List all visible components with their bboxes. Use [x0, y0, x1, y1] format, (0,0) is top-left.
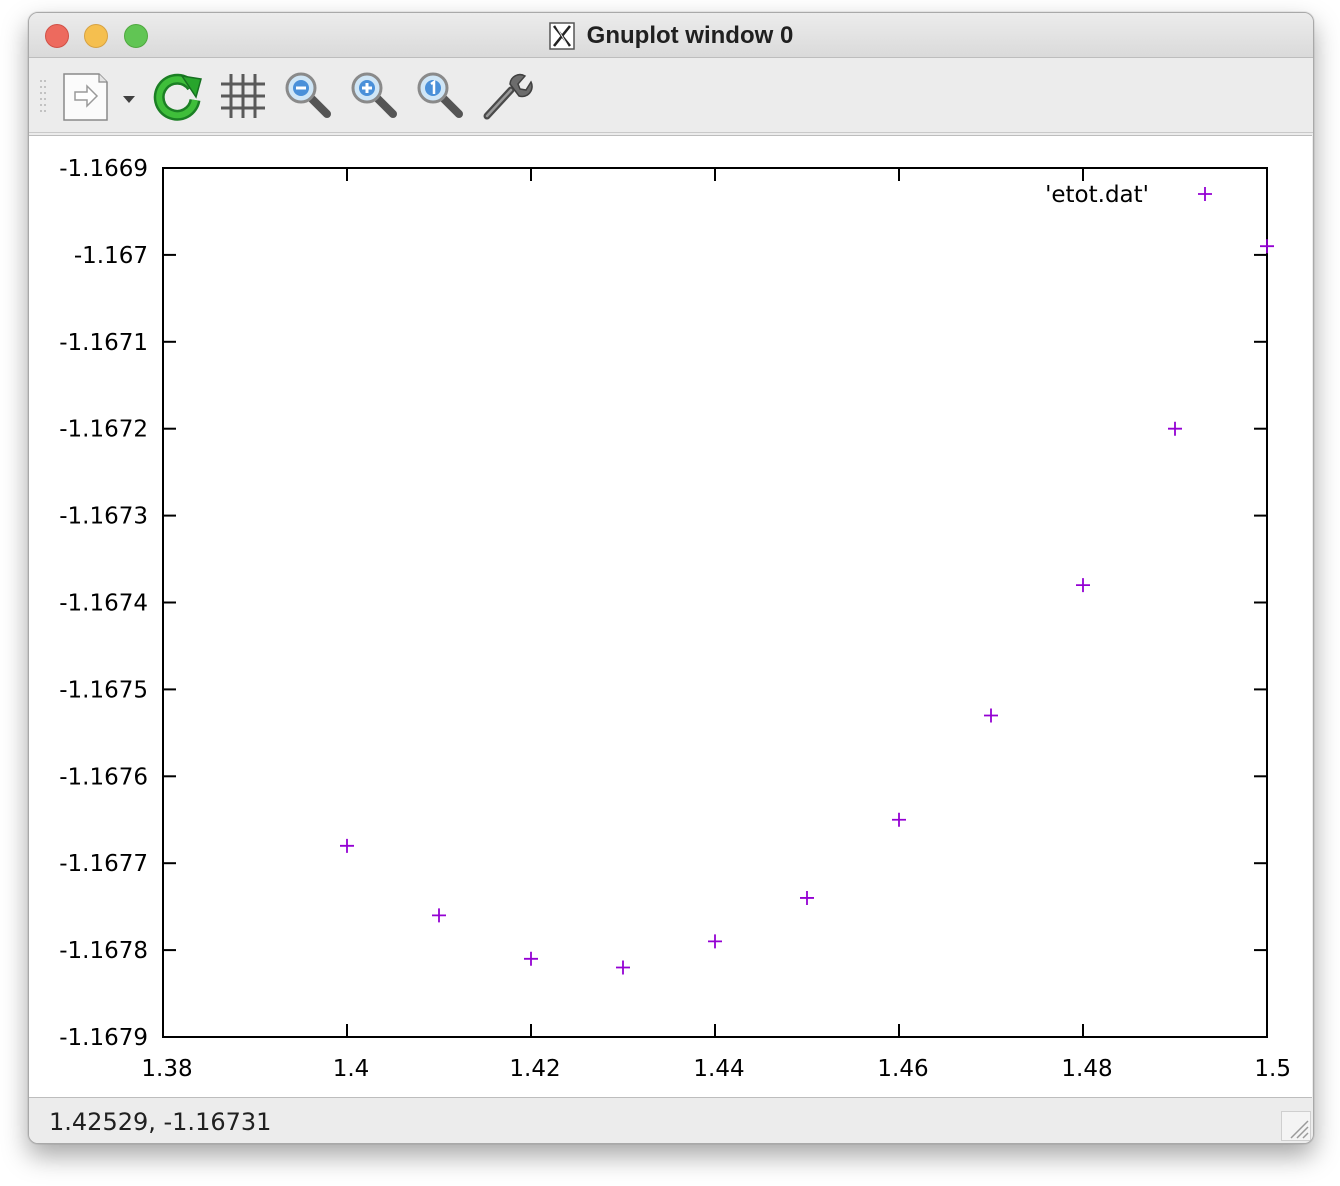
- data-point-marker: [892, 812, 906, 827]
- toolbar-grip-handle[interactable]: [39, 78, 47, 114]
- legend-marker: [1198, 187, 1212, 201]
- legend-marker-plus: [1198, 187, 1212, 201]
- y-tick-label: -1.1671: [59, 330, 148, 356]
- y-tick-label: -1.1673: [59, 504, 148, 530]
- data-point-marker: [1168, 421, 1182, 436]
- data-point-marker: [800, 890, 814, 905]
- refresh-icon: [153, 73, 202, 121]
- zoom-reset-icon: [417, 72, 463, 118]
- plot-canvas[interactable]: 1.38 1.4 1.42 1.44 1.46 1.48 1.5 -1.1669 -1.167 -…: [29, 135, 1312, 1098]
- wrench-icon: [483, 73, 533, 120]
- data-point: [524, 951, 538, 966]
- toolbar: [29, 58, 1313, 133]
- data-point-marker: [616, 960, 630, 975]
- resize-grip-icon[interactable]: [1281, 1111, 1311, 1141]
- x-tick-label: 1.5: [1254, 1056, 1291, 1082]
- replot-button[interactable]: [151, 70, 203, 122]
- title-bar[interactable]: Gnuplot window 0: [29, 13, 1313, 58]
- window-title-group: Gnuplot window 0: [29, 22, 1313, 50]
- plot-frame: [162, 167, 1268, 1038]
- data-point: [1260, 239, 1274, 254]
- data-point: [708, 934, 722, 949]
- data-point: [616, 960, 630, 975]
- data-point: [892, 812, 906, 827]
- chevron-down-icon[interactable]: [123, 96, 135, 103]
- x-tick-label: 1.4: [333, 1056, 370, 1082]
- data-point-marker: [432, 908, 446, 923]
- y-tick-label: -1.1672: [59, 417, 148, 443]
- x-tick-label: 1.44: [693, 1056, 744, 1082]
- grid-button[interactable]: [217, 70, 269, 122]
- data-point-marker: [1076, 578, 1090, 593]
- gnuplot-window: Gnuplot window 0: [28, 12, 1314, 1144]
- scatter-chart: 1.38 1.4 1.42 1.44 1.46 1.48 1.5 -1.1669 -1.167 -…: [59, 156, 1291, 1082]
- y-tick-label: -1.1676: [59, 764, 148, 790]
- y-tick-label: -1.1674: [59, 591, 148, 617]
- zoom-in-icon: [351, 72, 397, 118]
- data-point: [432, 908, 446, 923]
- settings-button[interactable]: [481, 70, 533, 122]
- zoom-previous-button[interactable]: [283, 70, 335, 122]
- data-point-marker: [708, 934, 722, 949]
- maximize-window-button[interactable]: [124, 24, 148, 48]
- y-tick-label: -1.167: [74, 243, 148, 269]
- x-tick-label: 1.48: [1061, 1056, 1112, 1082]
- x-tick-label: 1.38: [141, 1056, 192, 1082]
- data-point: [984, 708, 998, 723]
- window-title: Gnuplot window 0: [586, 22, 794, 49]
- data-point-marker: [984, 708, 998, 723]
- data-point: [800, 890, 814, 905]
- data-point: [1076, 578, 1090, 593]
- y-tick-label: -1.1669: [59, 156, 148, 182]
- zoom-unzoom-button[interactable]: [415, 70, 467, 122]
- zoom-out-icon: [285, 72, 331, 118]
- cursor-coordinates: 1.42529, -1.16731: [49, 1108, 272, 1136]
- data-point: [340, 838, 354, 853]
- x-tick-label: 1.42: [509, 1056, 560, 1082]
- y-tick-label: -1.1675: [59, 677, 148, 703]
- y-tick-label: -1.1679: [59, 1025, 148, 1051]
- x-tick-label: 1.46: [877, 1056, 928, 1082]
- data-point-marker: [524, 951, 538, 966]
- export-document-icon: [63, 73, 108, 121]
- legend-label: 'etot.dat': [1045, 182, 1149, 208]
- grid-icon: [221, 74, 265, 118]
- data-point-marker: [1260, 239, 1274, 254]
- zoom-next-button[interactable]: [349, 70, 401, 122]
- data-point: [1168, 421, 1182, 436]
- data-point-marker: [340, 838, 354, 853]
- status-bar: 1.42529, -1.16731: [29, 1098, 1313, 1143]
- x11-icon: [548, 22, 575, 50]
- export-button[interactable]: [59, 70, 141, 122]
- close-window-button[interactable]: [45, 24, 69, 48]
- y-tick-label: -1.1677: [59, 851, 148, 877]
- minimize-window-button[interactable]: [84, 24, 108, 48]
- y-tick-label: -1.1678: [59, 938, 148, 964]
